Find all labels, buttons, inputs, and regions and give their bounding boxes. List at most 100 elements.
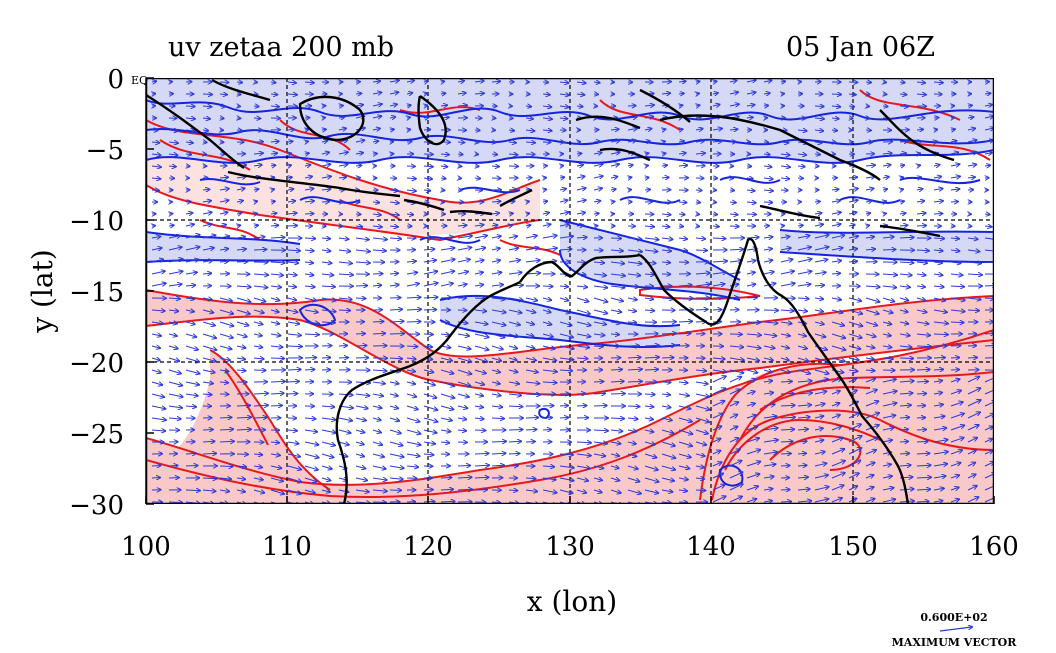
wind-vector [882, 322, 891, 324]
wind-vector [185, 272, 197, 274]
wind-vector [593, 176, 603, 178]
wind-vector [814, 118, 824, 119]
wind-vector [712, 141, 722, 142]
wind-vector [644, 345, 659, 346]
wind-vector [168, 259, 183, 263]
wind-vector [508, 370, 518, 372]
wind-vector [559, 82, 568, 83]
wind-vector [576, 406, 586, 407]
wind-vector [321, 141, 327, 142]
wind-vector [950, 176, 960, 178]
wind-vector [899, 381, 914, 382]
wind-vector [304, 369, 314, 370]
wind-vector [305, 153, 309, 154]
wind-vector [661, 358, 674, 359]
wind-vector [389, 92, 398, 94]
wind-vector [508, 394, 521, 395]
wind-vector [695, 382, 708, 384]
wind-vector [338, 117, 344, 118]
wind-vector [865, 237, 874, 238]
wind-vector [696, 81, 700, 82]
wind-vector [525, 298, 537, 301]
x-tick-110: 110 [262, 532, 312, 562]
wind-vector [559, 370, 572, 371]
wind-vector [695, 250, 707, 251]
wind-vector [219, 189, 229, 190]
wind-vector [917, 153, 920, 154]
wind-vector [797, 453, 806, 454]
wind-vector [440, 178, 446, 179]
wind-vector [423, 501, 434, 502]
wind-vector [780, 334, 790, 336]
wind-vector [712, 226, 719, 227]
wind-vector [882, 334, 891, 336]
wind-vector [644, 274, 654, 275]
wind-vector [372, 81, 380, 82]
wind-vector [491, 272, 501, 274]
wind-vector [168, 130, 178, 131]
wind-vector [236, 249, 246, 250]
wind-vector [270, 381, 285, 382]
wind-vector [253, 322, 262, 324]
wind-vector [389, 80, 399, 82]
wind-vector [457, 105, 467, 106]
wind-vector [900, 189, 903, 190]
wind-vector [151, 283, 166, 286]
wind-vector [372, 116, 381, 118]
wind-vector [440, 334, 449, 335]
wind-vector [967, 274, 982, 275]
wind-vector [321, 286, 335, 287]
wind-vector [763, 272, 774, 274]
wind-vector [882, 165, 891, 166]
wind-vector [696, 202, 700, 203]
wind-vector [236, 358, 245, 359]
wind-vector [304, 274, 313, 275]
wind-vector [474, 178, 480, 179]
wind-vector [236, 334, 247, 337]
wind-vector [355, 250, 370, 252]
wind-vector [542, 430, 551, 431]
wind-vector [406, 382, 415, 384]
wind-vector [899, 237, 914, 238]
wind-vector [916, 501, 929, 502]
wind-vector [729, 129, 737, 130]
wind-vector [321, 189, 330, 190]
wind-vector [338, 250, 350, 251]
wind-vector [593, 82, 600, 83]
wind-vector [423, 130, 430, 131]
wind-vector [984, 116, 993, 118]
wind-vector [440, 501, 455, 502]
wind-vector [253, 165, 262, 166]
wind-vector [185, 322, 195, 324]
wind-vector [219, 321, 233, 326]
wind-vector [372, 202, 379, 203]
wind-vector [270, 393, 284, 394]
wind-vector [559, 106, 569, 107]
wind-vector [831, 130, 837, 131]
wind-vector [797, 334, 806, 336]
wind-vector [831, 94, 841, 95]
wind-vector [627, 262, 642, 264]
wind-vector [865, 201, 872, 202]
wind-vector [627, 238, 641, 239]
wind-vector [202, 382, 213, 384]
wind-vector [168, 357, 179, 361]
wind-vector [168, 369, 181, 374]
wind-vector [933, 177, 941, 179]
wind-vector [644, 298, 653, 299]
wind-vector [440, 237, 453, 238]
wind-vector [253, 153, 263, 154]
wind-vector [780, 466, 790, 467]
wind-vector [525, 248, 539, 250]
wind-vector [168, 225, 174, 226]
wind-vector [559, 321, 572, 325]
wind-vector [712, 129, 722, 131]
wind-vector [882, 379, 896, 382]
wind-vector [593, 393, 605, 394]
wind-vector [304, 82, 314, 83]
wind-vector [254, 189, 258, 190]
wind-vector [831, 298, 841, 300]
wind-vector [916, 430, 926, 431]
wind-vector [236, 297, 250, 302]
